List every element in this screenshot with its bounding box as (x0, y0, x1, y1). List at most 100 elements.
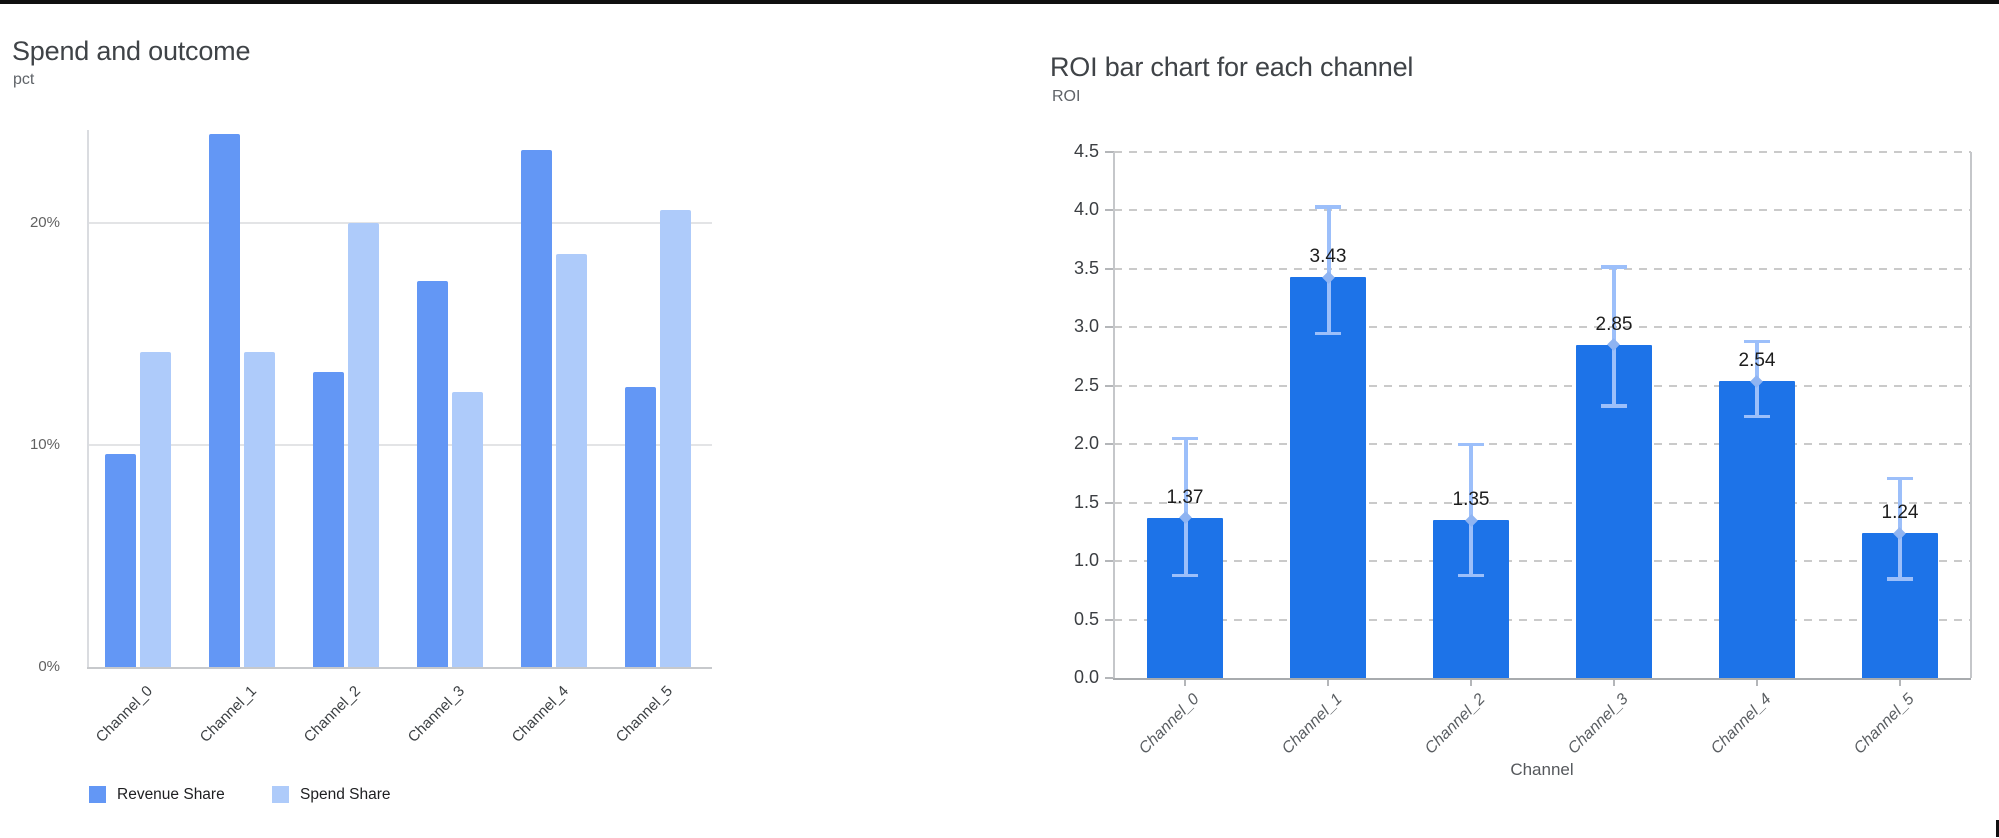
legend-swatch-spend-share (272, 786, 289, 803)
y-tick-label: 0% (38, 658, 60, 675)
gridline-2.5 (1114, 384, 1971, 387)
gridline-1.5 (1114, 501, 1971, 504)
bar-spend-share-channel_4 (556, 254, 587, 667)
x-tick-label: Channel_5 (1850, 690, 1918, 758)
gridline-1.0 (1114, 560, 1971, 563)
bar-spend-share-channel_0 (140, 352, 171, 667)
error-bar-cap-top (1458, 442, 1484, 447)
x-tick-mark (1756, 678, 1758, 686)
error-bar-cap-bottom (1744, 414, 1770, 419)
bottom-divider (0, 0, 1999, 4)
gridline-4.5 (1114, 150, 1971, 153)
bar-value-label: 1.24 (1881, 502, 1919, 523)
y-tick-label: 3.0 (1073, 316, 1099, 337)
error-bar-cap-top (1172, 436, 1198, 441)
y-tick-label: 1.5 (1073, 491, 1099, 512)
y-tick-mark (1105, 443, 1114, 446)
roi-chart-title: ROI bar chart for each channel (1050, 52, 1414, 83)
x-tick-label: Channel_1 (1278, 690, 1346, 758)
bar-revenue-share-channel_5 (625, 387, 656, 667)
y-tick-label: 2.5 (1073, 374, 1099, 395)
x-tick-mark (1327, 678, 1329, 686)
error-bar-stem (1612, 266, 1616, 406)
error-bar-cap-top (1887, 476, 1913, 481)
x-tick-label: Channel_2 (300, 682, 365, 746)
bar-value-label: 2.54 (1738, 350, 1776, 371)
legend-label: Revenue Share (117, 786, 225, 803)
bar-revenue-share-channel_2 (313, 372, 344, 667)
roi-bar-channel_1 (1290, 277, 1366, 678)
y-tick-mark (1105, 501, 1114, 504)
y-axis-line (87, 130, 89, 667)
error-bar-cap-bottom (1601, 404, 1627, 408)
bar-revenue-share-channel_0 (105, 454, 136, 667)
x-tick-label: Channel_2 (1421, 690, 1489, 758)
gridline-3.0 (1114, 326, 1971, 329)
error-bar-cap-bottom (1172, 573, 1198, 578)
spend-outcome-chart-title: Spend and outcome (12, 36, 251, 67)
bar-revenue-share-channel_1 (209, 134, 240, 667)
right-edge-border (1996, 820, 1999, 837)
error-bar-stem (1469, 444, 1473, 576)
bar-value-label: 1.37 (1166, 487, 1204, 508)
bar-value-label: 3.43 (1309, 246, 1347, 267)
error-bar-cap-top (1601, 265, 1627, 269)
y-tick-label: 0.0 (1073, 667, 1099, 687)
error-bar-cap-top (1315, 205, 1341, 209)
x-tick-mark (1184, 678, 1186, 686)
y-tick-label: 0.5 (1073, 608, 1099, 629)
x-tick-label: Channel_4 (1707, 690, 1775, 758)
gridline-2.0 (1114, 443, 1971, 446)
x-tick-label: Channel_4 (508, 682, 573, 746)
gridline-0.5 (1114, 618, 1971, 621)
y-tick-label: 4.5 (1073, 140, 1099, 161)
bar-spend-share-channel_3 (452, 392, 483, 667)
roi-x-axis-title: Channel (1510, 760, 1574, 779)
y-tick-mark (1105, 677, 1114, 679)
gridline-4.0 (1114, 209, 1971, 212)
gridline-10% (88, 444, 712, 446)
bar-value-label: 1.35 (1452, 489, 1490, 510)
x-tick-mark (1470, 678, 1472, 686)
legend-swatch-revenue-share (89, 786, 106, 803)
x-tick-mark (1899, 678, 1901, 686)
x-tick-mark (1613, 678, 1615, 686)
error-bar-cap-bottom (1315, 331, 1341, 336)
y-tick-label: 4.0 (1073, 199, 1099, 220)
right-spine (1970, 152, 1972, 678)
x-tick-label: Channel_0 (1135, 690, 1203, 758)
y-tick-label: 2.0 (1073, 433, 1099, 454)
y-tick-mark (1105, 618, 1114, 621)
gridline-3.5 (1114, 267, 1971, 270)
bar-revenue-share-channel_4 (521, 150, 552, 667)
left-spine (1113, 152, 1115, 678)
bar-spend-share-channel_2 (348, 223, 379, 667)
y-tick-mark (1105, 384, 1114, 387)
x-tick-label: Channel_1 (196, 682, 261, 746)
bar-revenue-share-channel_3 (417, 281, 448, 667)
roi-y-axis-label: ROI (1052, 88, 1081, 105)
error-bar-stem (1327, 206, 1331, 334)
x-axis-baseline (87, 667, 712, 669)
x-tick-label: Channel_3 (1564, 690, 1632, 758)
x-axis-baseline (1113, 678, 1971, 680)
bar-value-label: 2.85 (1595, 314, 1633, 335)
bar-spend-share-channel_5 (660, 210, 691, 667)
error-bar-cap-top (1744, 339, 1770, 344)
bar-spend-share-channel_1 (244, 352, 275, 667)
legend-label: Spend Share (300, 786, 391, 803)
spend-outcome-y-axis-unit: pct (13, 71, 35, 88)
gridline-20% (88, 222, 712, 224)
roi-bar-channel_4 (1719, 381, 1795, 678)
error-bar-cap-bottom (1458, 573, 1484, 578)
y-tick-mark (1105, 209, 1114, 212)
y-tick-label: 3.5 (1073, 257, 1099, 278)
y-tick-label: 10% (29, 436, 60, 453)
y-tick-mark (1105, 267, 1114, 270)
x-tick-label: Channel_3 (404, 682, 469, 746)
y-tick-label: 20% (29, 214, 60, 231)
error-bar-cap-bottom (1887, 577, 1913, 581)
y-tick-mark (1105, 150, 1114, 153)
y-tick-label: 1.0 (1073, 550, 1099, 571)
